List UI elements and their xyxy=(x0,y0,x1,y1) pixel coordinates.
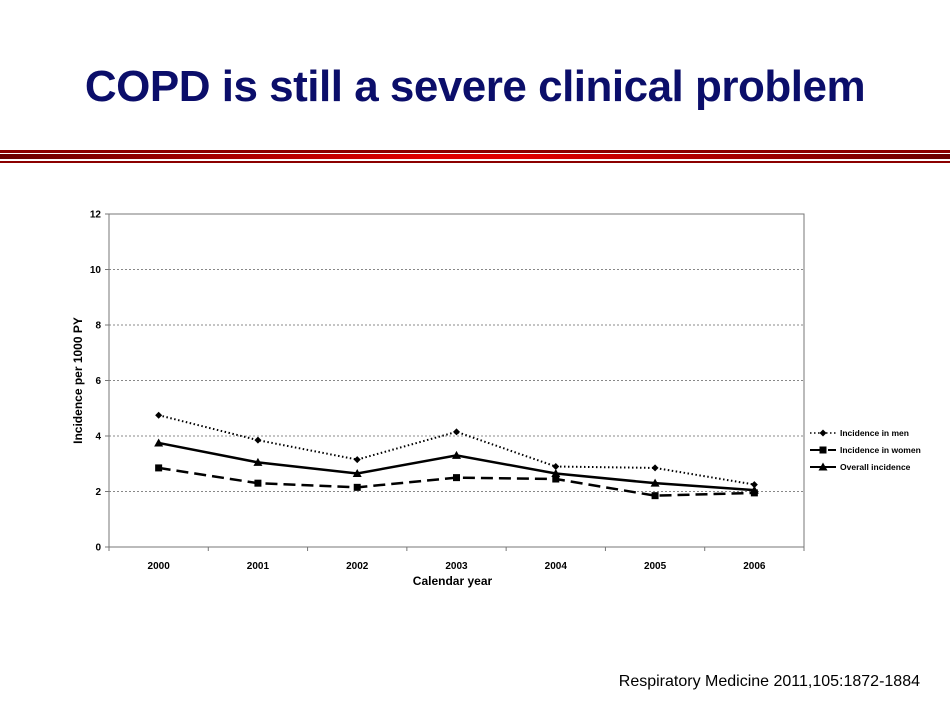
y-tick-label: 4 xyxy=(95,432,101,443)
x-tick-label: 2001 xyxy=(247,561,270,572)
data-point-overall-incidence xyxy=(749,485,759,494)
data-point-incidence-in-men xyxy=(155,411,163,419)
title-divider xyxy=(0,150,950,163)
data-point-incidence-in-men xyxy=(453,428,460,436)
data-point-overall-incidence xyxy=(253,457,263,466)
incidence-chart: 0 2 4 6 8 10 12 2000 2001 2002 2003 2004 2005 2006 Cal… xyxy=(71,210,921,589)
data-point-overall-incidence xyxy=(551,468,561,477)
x-tick-label: 2000 xyxy=(148,561,171,572)
y-tick-label: 8 xyxy=(95,321,101,332)
legend-marker-overall-incidence xyxy=(818,462,828,471)
legend-marker-incidence-in-women xyxy=(819,446,827,454)
data-point-overall-incidence xyxy=(452,450,461,459)
data-point-incidence-in-men xyxy=(353,456,361,464)
plot-frame xyxy=(108,213,805,548)
data-point-overall-incidence xyxy=(154,438,164,447)
x-tick-label: 2006 xyxy=(743,561,766,572)
x-tick-label: 2004 xyxy=(545,561,568,572)
y-tick-label: 10 xyxy=(90,265,102,276)
data-point-incidence-in-men xyxy=(651,464,659,472)
legend-marker-incidence-in-men xyxy=(819,429,827,437)
x-axis-title: Calendar year xyxy=(413,574,493,588)
citation: Respiratory Medicine 2011,105:1872-1884 xyxy=(618,673,920,690)
data-point-incidence-in-women xyxy=(552,475,560,483)
data-point-incidence-in-women xyxy=(254,479,262,487)
divider-line-top xyxy=(0,150,950,153)
series-line-overall-incidence xyxy=(158,441,755,492)
data-point-overall-incidence xyxy=(650,478,660,487)
slide-title: COPD is still a severe clinical problem xyxy=(84,62,866,111)
divider-line-main xyxy=(0,154,950,159)
y-tick-label: 6 xyxy=(95,376,101,387)
data-point-incidence-in-men xyxy=(254,436,262,444)
y-axis-title: Incidence per 1000 PY xyxy=(71,317,85,444)
x-tick-label: 2005 xyxy=(644,561,667,572)
y-tick-label: 12 xyxy=(90,210,102,221)
y-tick-label: 0 xyxy=(95,543,101,554)
legend-label-overall-incidence: Overall incidence xyxy=(840,462,911,472)
data-point-incidence-in-men xyxy=(552,463,560,471)
data-point-incidence-in-women xyxy=(155,464,163,472)
data-point-incidence-in-men xyxy=(750,481,758,489)
data-point-incidence-in-women xyxy=(453,474,460,482)
y-tick-label: 2 xyxy=(95,487,101,498)
x-tick-label: 2002 xyxy=(346,561,369,572)
x-tick-label: 2003 xyxy=(445,561,468,572)
legend-label-incidence-in-women: Incidence in women xyxy=(840,445,921,455)
data-point-incidence-in-women xyxy=(651,492,659,500)
data-point-incidence-in-women xyxy=(353,483,361,491)
divider-line-bottom xyxy=(0,161,950,163)
data-point-overall-incidence xyxy=(352,468,362,477)
legend-label-incidence-in-men: Incidence in men xyxy=(840,428,909,438)
